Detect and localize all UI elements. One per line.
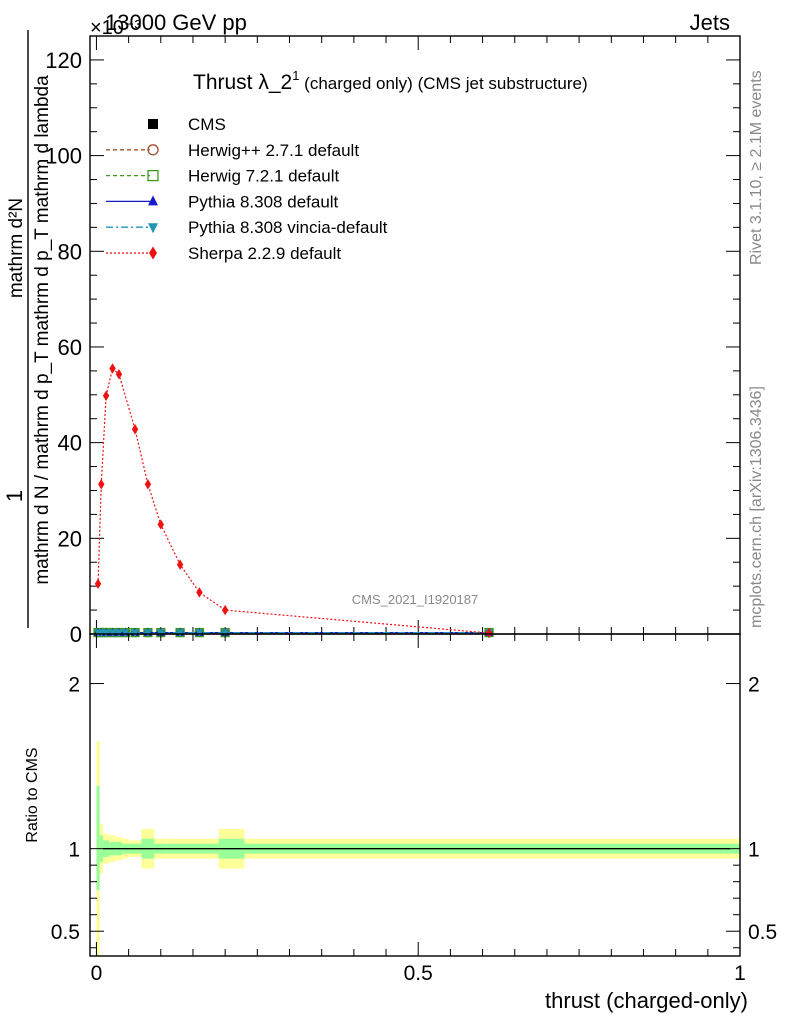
ratio-band-inner [96,785,100,890]
exponent-label: ×10⁻³ [90,17,141,39]
data-point-5 [157,519,164,530]
energy-label: 13000 GeV pp [105,10,247,35]
ratio-xtick-label: 0.5 [404,962,433,985]
legend-marker [148,223,158,234]
main-yticklabels: 0 20 40 60 80 100 120 [45,48,82,647]
ratio-ylabel: Ratio to CMS [24,747,41,842]
main-ylabel: 1 mathrm d²N mathrm d N / mathrm d p_T m… [2,30,53,628]
ratio-xticklabels: 0 0.5 1 [91,962,746,985]
data-point-5 [144,479,152,490]
legend-label: Herwig++ 2.7.1 default [188,141,359,160]
data-point-5 [131,424,139,435]
legend-label: Sherpa 2.2.9 default [188,244,341,263]
ratio-ytick-label-right: 2 [748,674,760,697]
series-line-5 [97,367,490,634]
ratio-ytick-label-right: 0.5 [748,921,777,944]
ratio-ytick-label: 2 [68,674,80,697]
main-ytick-label: 60 [58,335,82,360]
data-point-5 [176,559,184,570]
ratio-xtick-label: 0 [91,962,103,985]
main-ytick-label: 120 [45,48,82,73]
ratio-ticks [90,634,741,956]
title-sup: 1 [292,68,299,83]
data-point-5 [196,587,203,598]
main-ytick-label: 80 [58,239,82,264]
title-main: Thrust λ_2 [193,71,292,94]
ylabel-denominator: mathrm d N / mathrm d p_T mathrm d p_T m… [32,75,53,585]
ylabel-top: mathrm d²N [6,198,27,298]
ratio-ytick-label: 1 [68,839,80,862]
x-axis-label: thrust (charged-only) [545,988,748,1013]
main-ytick-label: 0 [70,622,82,647]
ratio-frame [89,633,741,957]
legend-marker [149,246,157,260]
legend-marker [147,144,159,156]
ratio-yticklabels: 0.5 0.5 1 1 2 2 [51,674,777,945]
mcplots-label: mcplots.cern.ch [arXiv:1306.3436] [748,386,765,628]
main-ytick-label: 100 [45,144,82,169]
ratio-ytick-label-right: 1 [748,839,760,862]
legend-label: Pythia 8.308 vincia-default [188,218,388,237]
watermark-label: CMS_2021_I1920187 [352,592,479,607]
process-label: Jets [690,10,730,35]
data-point-5 [485,627,493,639]
legend: CMS Herwig++ 2.7.1 default Herwig 7.2.1 de… [106,115,388,263]
data-point-5 [102,390,110,401]
data-point-5 [98,479,105,490]
rivet-label: Rivet 3.1.10, ≥ 2.1M events [748,70,765,265]
legend-label: CMS [188,115,226,134]
data-point-5 [221,604,229,616]
ratio-ytick-label: 0.5 [51,921,80,944]
ylabel-numerator: 1 [2,490,27,502]
data-point-5 [109,363,116,374]
main-ytick-label: 20 [58,526,82,551]
legend-marker [147,169,159,182]
plot-title: Thrust λ_21 (charged only) (CMS jet subs… [193,68,588,94]
main-ytick-label: 40 [58,431,82,456]
legend-label: Herwig 7.2.1 default [188,167,339,186]
legend-label: Pythia 8.308 default [188,192,339,211]
data-point-5 [115,369,123,380]
ratio-xtick-label: 1 [734,962,746,985]
title-rest: (charged only) (CMS jet substructure) [299,74,587,93]
legend-marker [148,119,158,129]
legend-marker [148,195,158,206]
data-point-5 [94,578,102,589]
